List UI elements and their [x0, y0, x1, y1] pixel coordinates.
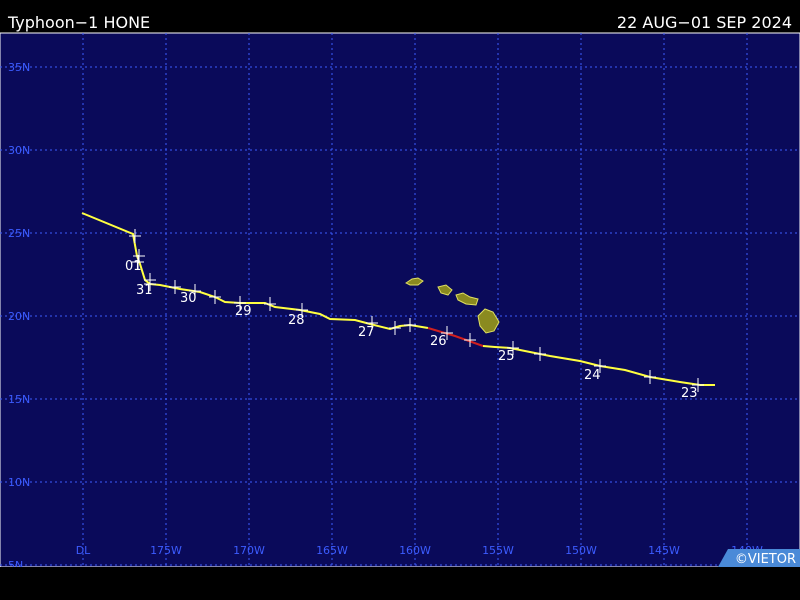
day-label: 01	[125, 259, 142, 274]
lat-label: 25N	[8, 227, 30, 240]
lon-label: 170W	[233, 544, 265, 557]
track-tick	[234, 296, 246, 310]
island	[405, 277, 424, 286]
storm-track	[81, 212, 715, 392]
lon-label: 155W	[482, 544, 514, 557]
lat-label: 10N	[8, 476, 30, 489]
day-label: 24	[584, 368, 601, 383]
lon-label: 175W	[150, 544, 182, 557]
track-tick	[507, 341, 519, 355]
track-tick	[644, 370, 656, 384]
track-tick	[296, 303, 308, 317]
grid	[0, 33, 800, 567]
date-range: 22 AUG−01 SEP 2024	[617, 13, 792, 32]
day-label: 29	[235, 304, 252, 319]
lon-label: 145W	[648, 544, 680, 557]
track-tick	[144, 277, 156, 291]
day-label: 25	[498, 349, 515, 364]
lon-label: 160W	[399, 544, 431, 557]
day-label: 26	[430, 334, 447, 349]
track-tick	[189, 284, 201, 298]
island	[437, 284, 453, 296]
lon-label: 165W	[316, 544, 348, 557]
title: Typhoon−1 HONE	[7, 13, 150, 32]
track-tick	[404, 318, 416, 332]
day-label: 27	[358, 325, 375, 340]
track-tick	[132, 255, 144, 269]
track-tick	[129, 229, 141, 243]
track-tick	[264, 297, 276, 311]
track-tick	[594, 359, 606, 373]
track-tick	[534, 347, 546, 361]
day-label: 30	[180, 291, 197, 306]
day-label: 23	[681, 386, 698, 401]
footer-bar	[0, 567, 800, 600]
track-segment	[427, 327, 484, 347]
lat-label: 30N	[8, 144, 30, 157]
lat-label: 15N	[8, 393, 30, 406]
lat-label: 20N	[8, 310, 30, 323]
day-label: 31	[136, 283, 153, 298]
islands	[405, 277, 500, 334]
track-tick	[366, 316, 378, 330]
lon-label: DL	[76, 544, 91, 557]
track-tick	[441, 326, 453, 340]
track-tick	[133, 249, 145, 263]
track-tick	[169, 280, 181, 294]
island	[455, 292, 479, 306]
track-tick	[209, 290, 221, 304]
map-area	[0, 32, 800, 568]
track-tick	[464, 333, 476, 347]
credit-badge	[718, 549, 800, 567]
lat-label: 35N	[8, 61, 30, 74]
track-tick	[692, 378, 704, 392]
credit: ©VIETOR	[735, 552, 796, 567]
day-label: 28	[288, 313, 305, 328]
island	[477, 308, 500, 334]
lon-label: 150W	[565, 544, 597, 557]
track-tick	[389, 321, 401, 335]
